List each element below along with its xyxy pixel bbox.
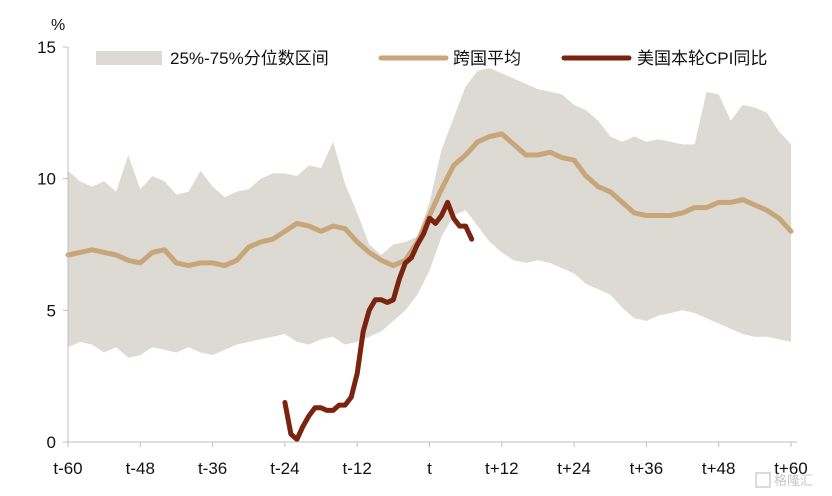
series-line-2 <box>282 199 475 442</box>
x-tick-label: t-48 <box>126 459 155 478</box>
legend-swatch-band <box>96 51 162 65</box>
legend-label-1: 跨国平均 <box>453 49 521 68</box>
y-tick-label: 10 <box>37 170 56 189</box>
x-tick-label: t-36 <box>198 459 227 478</box>
x-tick-label: t-60 <box>53 459 82 478</box>
x-tick-label: t+24 <box>557 459 591 478</box>
legend-label-2: 美国本轮CPI同比 <box>637 49 767 68</box>
x-tick-label: t+48 <box>702 459 736 478</box>
watermark-text: 格隆汇 <box>774 473 813 489</box>
x-tick-label: t-12 <box>343 459 372 478</box>
x-tick-label: t <box>427 459 432 478</box>
x-tick-label: t+60 <box>774 459 808 478</box>
series-line-1 <box>65 131 794 269</box>
watermark: 格隆汇 <box>755 472 813 489</box>
legend: 25%-75%分位数区间 跨国平均 美国本轮CPI同比 <box>96 49 767 68</box>
x-tick-label: t-24 <box>270 459 299 478</box>
axis-layer: 0 5 10 15% t-60 t-48 t-36 t-24 t-12 t t+12 t+24 t+36… <box>37 17 808 478</box>
y-axis-unit: % <box>51 17 65 34</box>
series-layer <box>65 131 794 442</box>
y-tick-label: 5 <box>47 301 56 320</box>
watermark-logo-icon <box>755 472 771 488</box>
x-tick-label: t+12 <box>485 459 519 478</box>
legend-label-0: 25%-75%分位数区间 <box>170 49 329 68</box>
x-tick-label: t+36 <box>630 459 664 478</box>
y-tick-label: 15 <box>37 38 56 57</box>
y-tick-label: 0 <box>47 433 56 452</box>
